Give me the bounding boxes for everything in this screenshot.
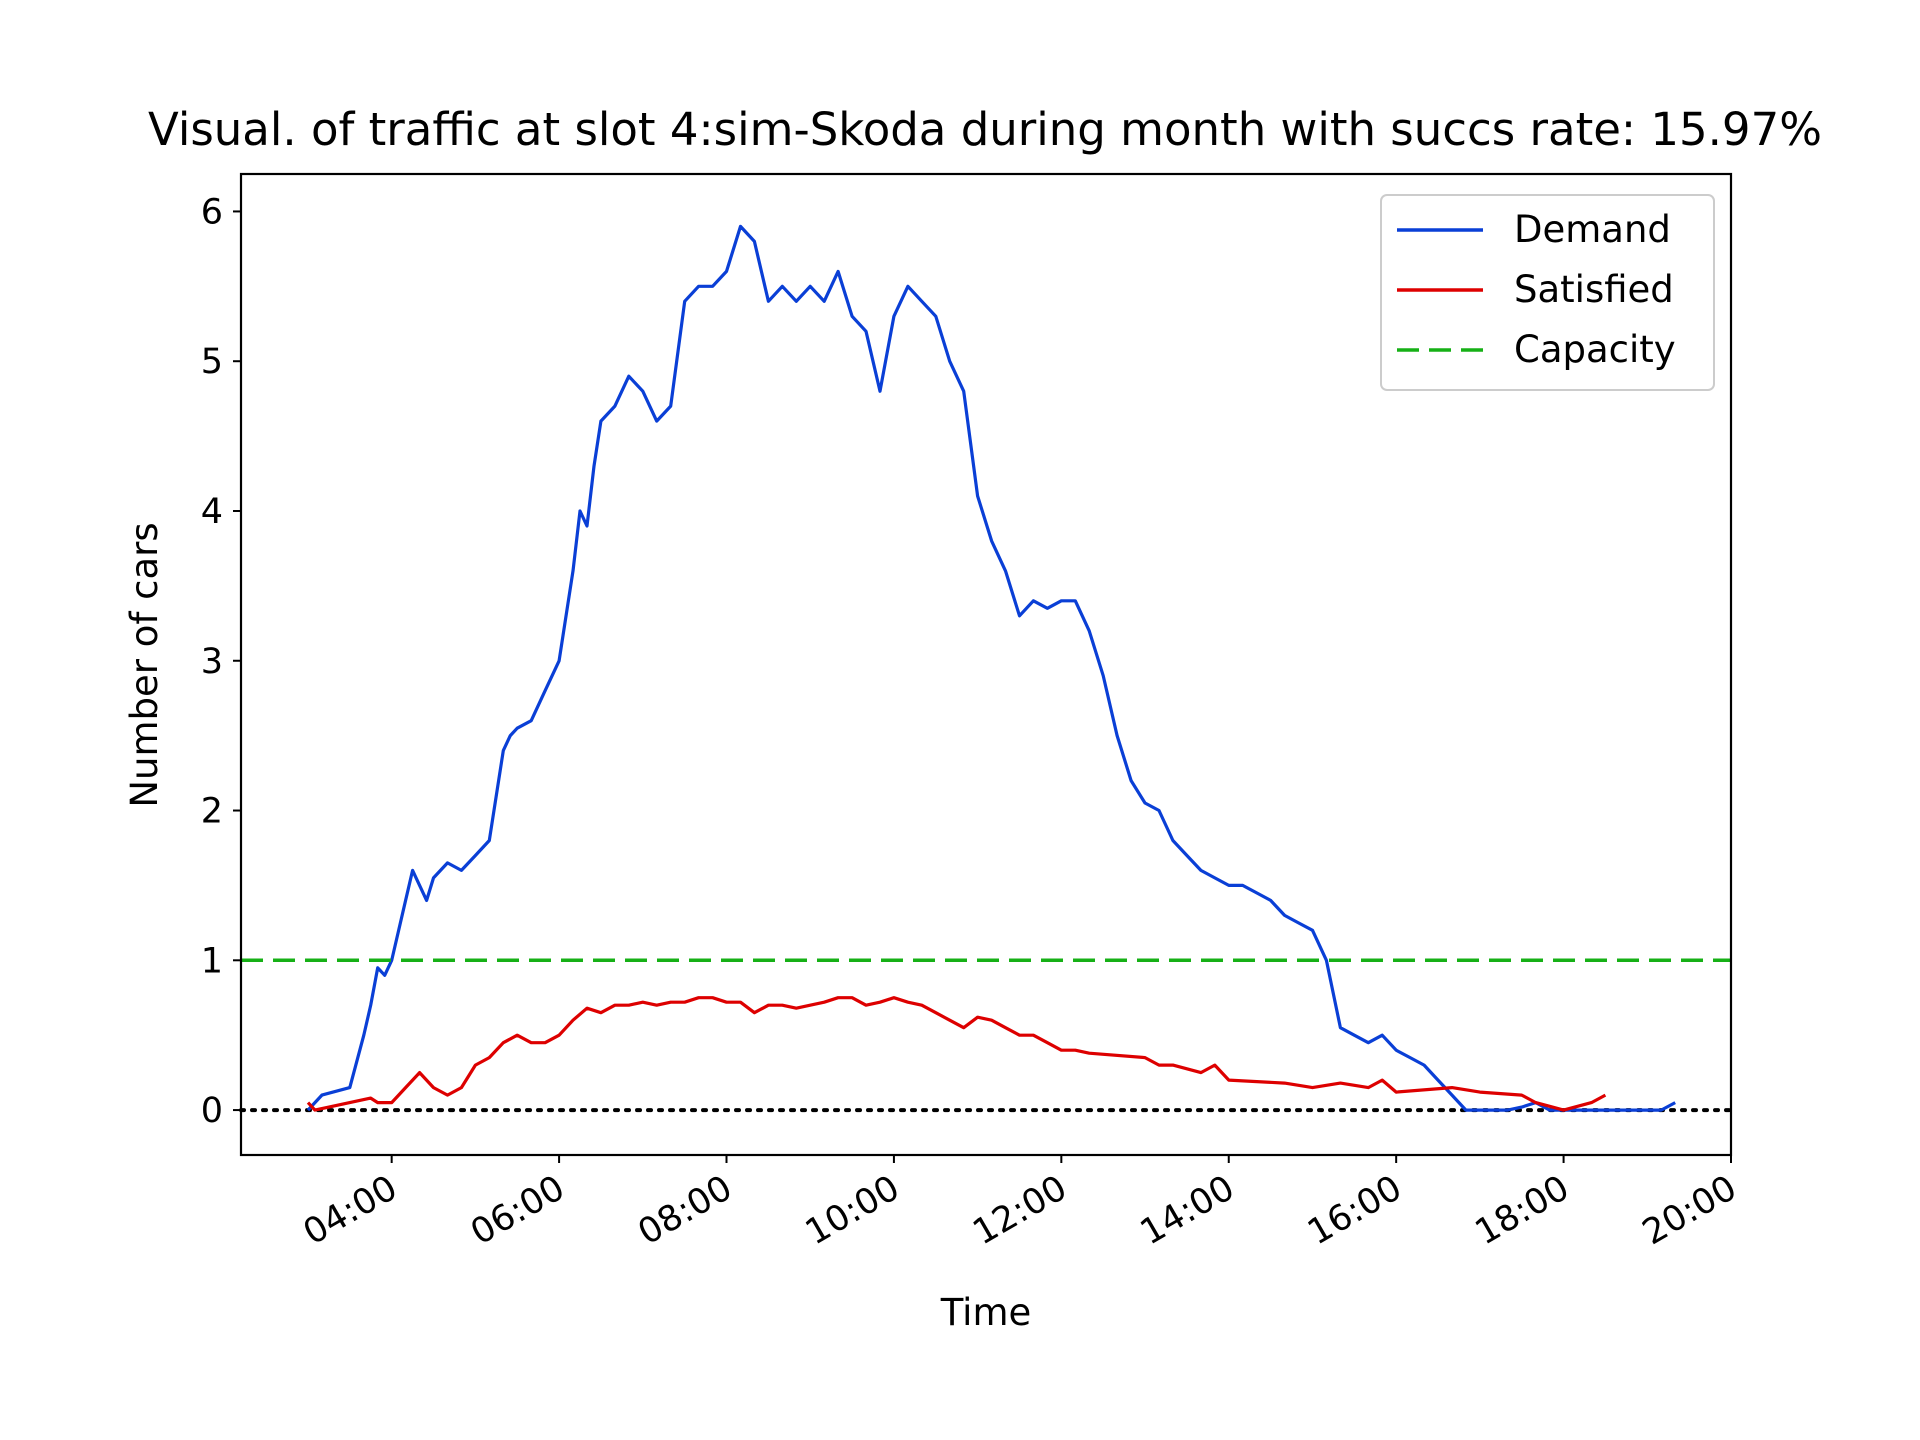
y-tick-label: 4 — [201, 492, 223, 532]
x-tick-label: 20:00 — [1636, 1168, 1743, 1253]
legend-label-demand: Demand — [1514, 208, 1671, 251]
y-tick-label: 5 — [201, 342, 223, 382]
x-tick-label: 18:00 — [1469, 1168, 1576, 1253]
legend-label-satisfied: Satisfied — [1514, 268, 1674, 311]
y-tick-label: 2 — [201, 792, 223, 832]
x-tick-label: 10:00 — [799, 1168, 906, 1253]
x-axis: 04:00 06:00 08:00 10:00 12:00 14:00 16:00 18:00… — [297, 1155, 1744, 1253]
series-line-demand — [306, 224, 1676, 1112]
y-axis-label: Number of cars — [123, 522, 166, 807]
legend-label-capacity: Capacity — [1514, 328, 1676, 371]
y-tick-label: 0 — [201, 1091, 223, 1131]
x-tick-label: 12:00 — [966, 1168, 1073, 1253]
x-tick-label: 08:00 — [632, 1168, 739, 1253]
x-tick-label: 04:00 — [297, 1168, 404, 1253]
y-axis: 0 1 2 3 4 5 6 — [201, 192, 241, 1131]
x-axis-label: Time — [940, 1291, 1032, 1334]
plot-area — [239, 224, 1733, 1113]
x-tick-label: 06:00 — [464, 1168, 571, 1253]
plot-frame — [239, 172, 1733, 1157]
series-line-satisfied — [306, 996, 1607, 1112]
legend: Demand Satisfied Capacity — [1380, 194, 1715, 391]
y-tick-label: 6 — [201, 192, 223, 232]
chart-title: Visual. of traffic at slot 4:sim-Skoda d… — [148, 103, 1822, 156]
x-tick-label: 14:00 — [1134, 1168, 1241, 1253]
legend-box — [1380, 194, 1715, 391]
y-tick-label: 3 — [201, 642, 223, 682]
x-tick-label: 16:00 — [1301, 1168, 1408, 1253]
y-tick-label: 1 — [201, 941, 223, 981]
